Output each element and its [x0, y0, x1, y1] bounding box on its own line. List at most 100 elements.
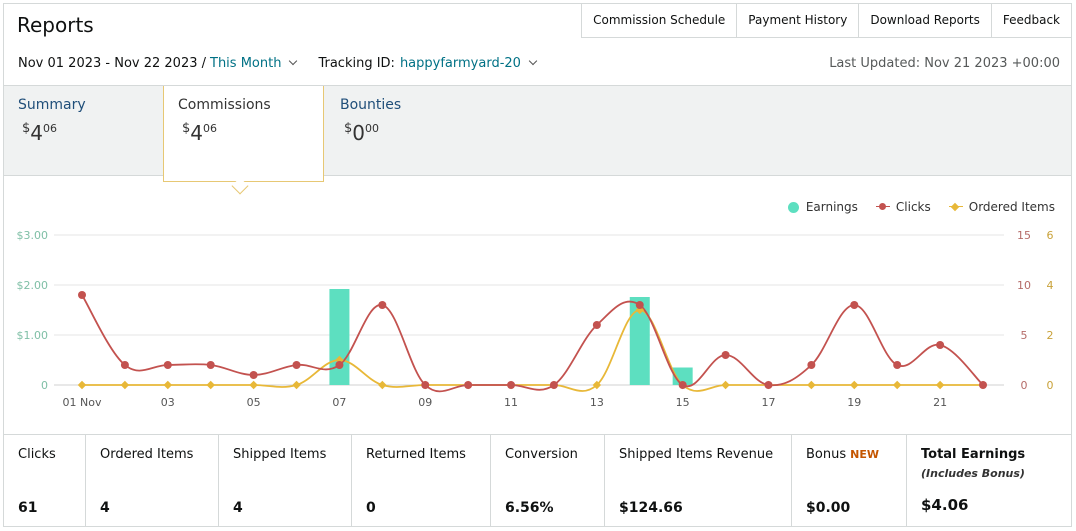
tab-summary-label: Summary [18, 97, 86, 113]
metric-value: 4 [100, 500, 110, 516]
legend-clicks[interactable]: Clicks [875, 200, 931, 214]
legend-clicks-label: Clicks [895, 200, 931, 214]
ordered-items-line [82, 309, 983, 392]
metric-bonus: Bonus NEW $0.00 [792, 435, 907, 526]
ordered-items-point [77, 380, 87, 390]
clicks-point [635, 301, 644, 309]
tab-commissions-label: Commissions [178, 97, 271, 113]
commission-schedule-button[interactable]: Commission Schedule [581, 4, 737, 38]
x-tick-label: 19 [847, 396, 861, 409]
legend-ordered-items[interactable]: Ordered Items [948, 200, 1055, 214]
clicks-point [850, 301, 859, 309]
clicks-point [292, 361, 301, 369]
metric-label: Shipped Items [233, 447, 327, 462]
value-cents: 06 [203, 122, 218, 135]
bonus-label: Bonus [806, 447, 847, 462]
chevron-down-icon [289, 56, 298, 66]
clicks-point [592, 321, 601, 329]
clicks-point [335, 361, 344, 369]
y-right-ordered-tick-label: 2 [1047, 329, 1054, 342]
metric-value: 61 [18, 500, 38, 516]
metric-value: 6.56% [505, 500, 554, 516]
metric-label: Ordered Items [100, 447, 194, 462]
y-right-clicks-tick-label: 0 [1021, 379, 1028, 392]
value-cents: 06 [43, 122, 58, 135]
metric-sublabel: (Includes Bonus) [921, 467, 1025, 480]
tracking-id-dropdown[interactable]: happyfarmyard-20 [399, 56, 538, 71]
payment-history-button[interactable]: Payment History [736, 4, 859, 38]
ordered-items-point [378, 380, 387, 390]
clicks-point [807, 361, 816, 369]
y-right-ordered-tick-label: 6 [1047, 229, 1054, 242]
tracking-id-value: happyfarmyard-20 [399, 56, 521, 71]
clicks-point [206, 361, 215, 369]
metric-value: 0 [366, 500, 376, 516]
earnings-swatch [787, 201, 799, 213]
x-tick-label: 09 [418, 396, 432, 409]
clicks-point [120, 361, 129, 369]
new-badge: NEW [850, 448, 879, 461]
tab-bounties-value: $000 [340, 121, 452, 145]
metric-value: 4 [233, 500, 243, 516]
reports-panel: Reports Commission Schedule Payment Hist… [3, 3, 1072, 527]
earnings-chart: $3.00 $2.00 $1.00 0 15 10 5 0 6 4 2 0 01 Nov 03 05 07 09… [17, 229, 1054, 409]
x-tick-label: 15 [676, 396, 690, 409]
metric-value: $124.66 [619, 500, 683, 516]
tab-commissions-value: $406 [178, 121, 309, 145]
tab-bounties-label: Bounties [340, 97, 402, 113]
x-tick-label: 21 [933, 396, 947, 409]
y-left-tick-label: $1.00 [17, 329, 49, 342]
y-right-clicks-tick-label: 10 [1017, 279, 1031, 292]
y-right-ordered-tick-label: 4 [1047, 279, 1054, 292]
ordered-items-point [807, 380, 816, 390]
report-filters: Nov 01 2023 - Nov 22 2023 / This Month T… [18, 56, 538, 71]
currency-symbol: $ [182, 121, 191, 136]
report-tabs: Summary $406 Commissions $406 Bounties $… [4, 85, 1071, 182]
y-right-clicks-tick-label: 15 [1017, 229, 1031, 242]
period-dropdown[interactable]: This Month [210, 56, 298, 71]
x-tick-label: 11 [504, 396, 518, 409]
ordered-items-point [592, 380, 602, 390]
x-tick-label: 01 Nov [63, 396, 102, 409]
metric-label: Clicks [18, 447, 56, 462]
ordered-items-point [721, 380, 730, 390]
clicks-point [764, 381, 773, 389]
clicks-point [721, 351, 730, 359]
metric-conversion: Conversion 6.56% [491, 435, 605, 526]
top-nav: Commission Schedule Payment History Down… [581, 4, 1071, 38]
period-label: This Month [210, 56, 282, 71]
ordered-items-point [850, 380, 859, 390]
y-right-ordered-tick-label: 0 [1047, 379, 1054, 392]
metric-total-earnings: Total Earnings (Includes Bonus) $4.06 [907, 435, 1071, 526]
y-left-tick-label: $3.00 [17, 229, 49, 242]
legend-ordered-label: Ordered Items [968, 200, 1055, 214]
value-cents: 00 [365, 122, 380, 135]
clicks-point [464, 381, 473, 389]
clicks-point [549, 381, 558, 389]
metric-ordered-items: Ordered Items 4 [86, 435, 219, 526]
ordered-items-point [892, 380, 902, 390]
ordered-items-point [120, 380, 130, 390]
metric-label: Conversion [505, 447, 578, 462]
x-tick-label: 07 [332, 396, 346, 409]
metric-value: $4.06 [921, 496, 969, 514]
chart-legend: Earnings Clicks Ordered Items [770, 200, 1055, 214]
value-whole: 4 [190, 121, 204, 145]
y-left-tick-label: $2.00 [17, 279, 49, 292]
tab-summary[interactable]: Summary $406 [4, 86, 163, 176]
ordered-items-point [206, 380, 215, 390]
clicks-point [979, 381, 987, 389]
tab-bounties[interactable]: Bounties $000 [326, 86, 466, 176]
last-updated: Last Updated: Nov 21 2023 +00:00 [829, 56, 1060, 71]
legend-earnings[interactable]: Earnings [787, 200, 858, 214]
clicks-point [893, 361, 902, 369]
y-right-clicks-tick-label: 5 [1021, 329, 1028, 342]
earnings-bar [629, 297, 650, 385]
ordered-swatch [948, 202, 963, 212]
clicks-point [249, 371, 258, 379]
x-tick-label: 05 [247, 396, 261, 409]
metric-returned-items: Returned Items 0 [352, 435, 491, 526]
feedback-button[interactable]: Feedback [990, 4, 1071, 38]
download-reports-button[interactable]: Download Reports [858, 4, 991, 38]
tab-commissions[interactable]: Commissions $406 [163, 86, 324, 182]
